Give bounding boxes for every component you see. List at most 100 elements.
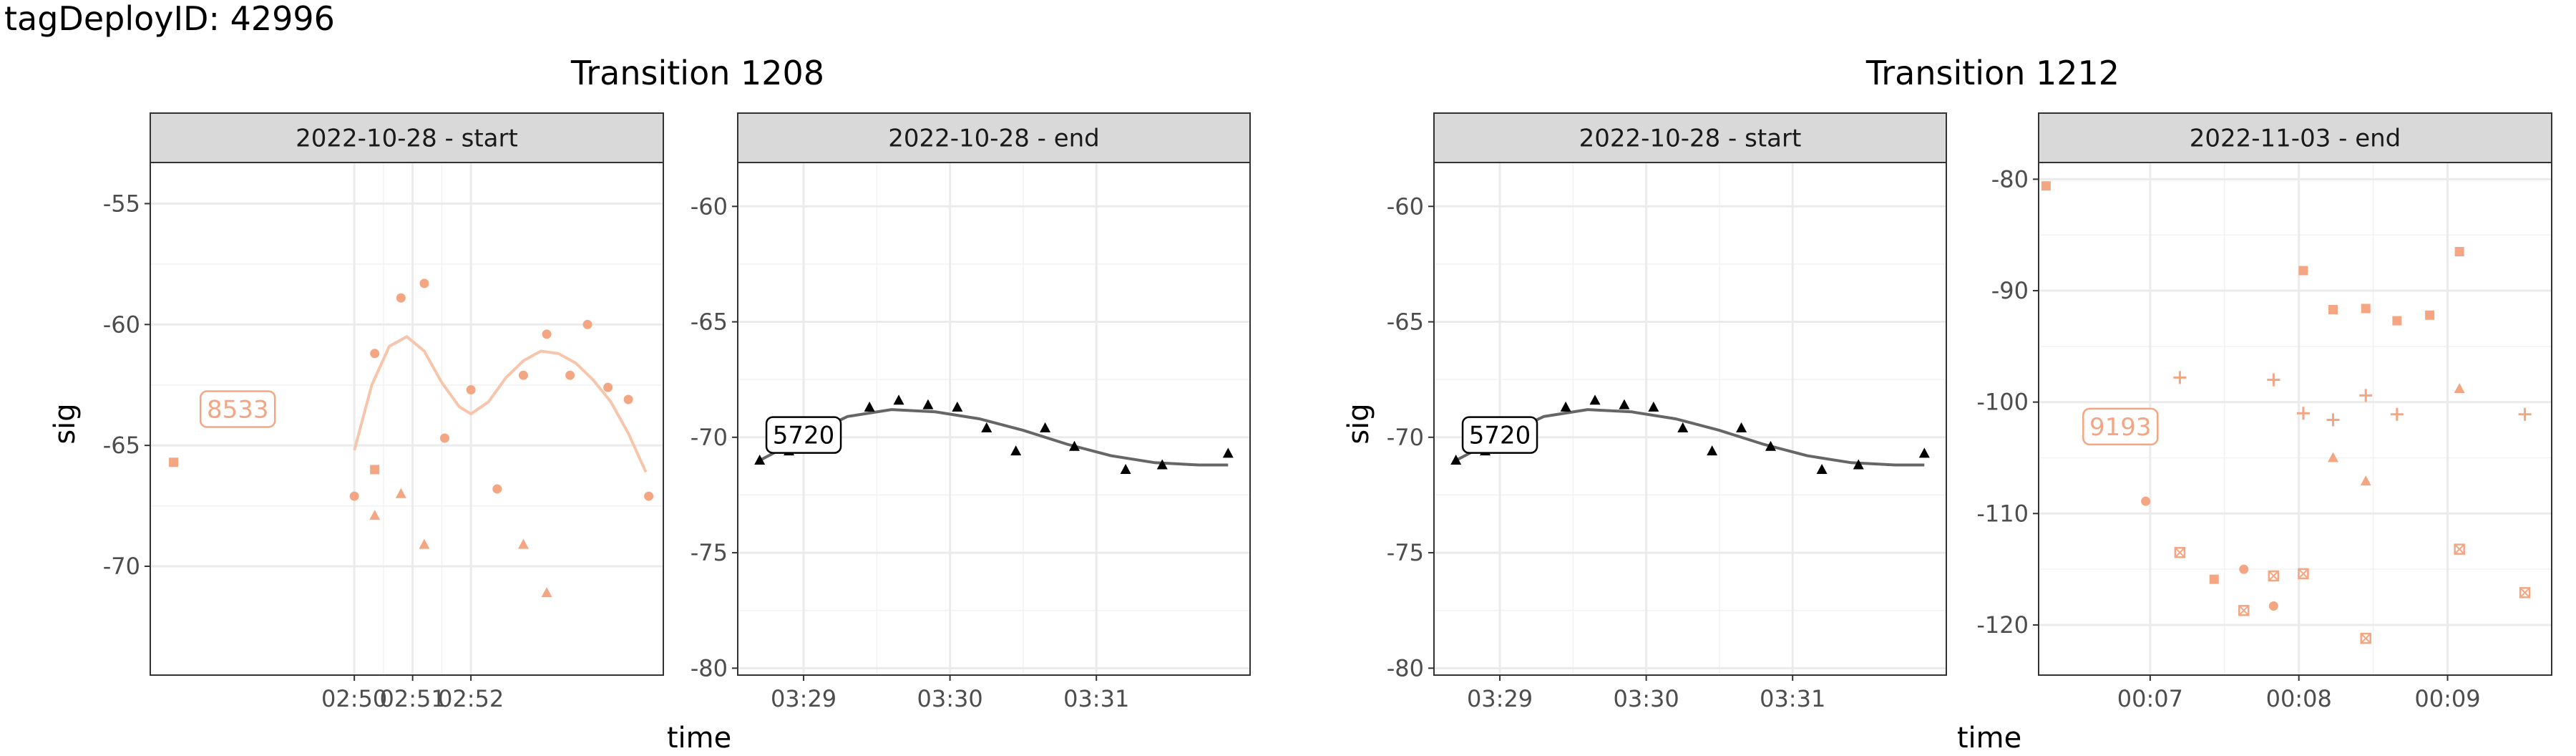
data-point-boxx [2268,570,2280,582]
y-axis-label-right: sig [1342,403,1375,444]
data-point-plus [2326,413,2340,427]
data-point-circle [582,319,592,329]
data-point-boxx-cross [2298,568,2309,579]
data-point-triangle [517,538,529,549]
data-point-triangle [1765,440,1777,451]
data-point-square [2328,304,2338,314]
facet-panel: 2022-10-28 - end -60 -65 -70 -75 -80 03:29 03:3… [691,112,1251,712]
data-point-circle [603,382,613,392]
data-point-triangle [1736,422,1747,432]
y-tick-label: -65 [103,432,140,459]
y-tick-label: -120 [1976,611,2029,639]
smooth-line [353,334,648,473]
data-point-boxx-cross [2175,547,2185,558]
y-tick-label: -60 [691,193,728,220]
y-tick-label: -80 [1387,654,1424,682]
y-tick-label: -80 [1991,165,2029,193]
data-point-boxx [2454,543,2465,555]
data-point-triangle [952,401,963,412]
data-point-boxx-cross [2361,633,2371,644]
facet-strip-label: 2022-10-28 - start [1579,125,1802,153]
facet-strip-label: 2022-11-03 - end [2190,125,2401,153]
data-point-boxx-cross [2238,605,2250,616]
data-point-circle [349,491,359,501]
data-point-triangle [1589,394,1601,405]
data-point-triangle [1619,399,1630,410]
x-tick-label: 00:09 [2414,685,2480,712]
y-tick-label: -70 [103,553,140,580]
x-tick-label: 02:51 [380,685,446,712]
data-point-square [2361,304,2371,314]
data-point-boxx-cross [2268,571,2279,581]
data-point-square [2425,310,2435,320]
data-point-circle [439,433,449,443]
data-point-boxx-cross [2454,543,2465,555]
data-point-boxx [2298,568,2309,580]
data-point-square [2209,574,2219,584]
data-point-triangle [1560,401,1571,412]
data-point-triangle [1648,401,1659,412]
chart-title-left: Transition 1208 [570,54,824,92]
y-tick-label: -100 [1976,389,2029,416]
x-tick-label: 03:29 [1467,685,1533,712]
data-point-square [2298,266,2308,276]
data-point-triangle [864,401,875,412]
data-point-plus [2518,407,2532,421]
data-point-triangle [1853,459,1864,470]
data-point-triangle [754,455,766,465]
data-point-boxx [2360,632,2371,644]
x-tick-label: 03:30 [1614,685,1679,712]
panel-border [1433,162,1947,676]
data-point-circle [370,349,380,359]
y-tick-label: -60 [103,311,140,338]
x-tick-label: 03:31 [1760,685,1825,712]
x-tick-label: 03:30 [917,685,983,712]
data-point-triangle [1677,422,1689,432]
x-tick-label: 02:50 [321,685,387,712]
data-point-triangle [893,394,904,405]
facet-panel: 2022-10-28 - start -55 -60 -65 -70 02:5002:51… [103,112,664,712]
facet-strip [150,112,664,163]
data-point-boxx-cross [2519,587,2530,598]
y-tick-label: -70 [691,424,728,451]
x-tick-label: 03:31 [1063,685,1129,712]
data-point-triangle [541,587,552,598]
data-point-square [370,465,380,475]
panel-border [150,162,664,676]
tag-label: 5720 [773,422,835,450]
data-point-circle [644,491,654,501]
data-point-circle [2239,564,2249,574]
y-tick-label: -90 [1991,277,2029,304]
data-point-triangle [2454,382,2465,393]
data-point-circle [565,370,575,380]
x-tick-label: 00:08 [2266,685,2332,712]
tag-label-box [765,416,842,454]
data-point-circle [419,278,429,289]
x-tick-label: 00:07 [2117,685,2183,712]
facet-strip-label: 2022-10-28 - start [296,125,518,153]
data-point-circle [518,370,528,380]
data-point-triangle [2360,475,2371,486]
tag-label-box [1461,416,1538,454]
y-tick-label: -75 [1387,539,1424,566]
data-point-circle [542,329,552,339]
data-point-plus [2296,407,2310,420]
data-point-triangle [1069,440,1080,451]
data-point-triangle [1450,455,1462,465]
data-point-square [2041,181,2051,191]
data-point-square [2454,247,2464,257]
data-point-plus [2173,371,2187,384]
data-point-plus [2267,373,2280,387]
y-tick-label: -65 [691,309,728,336]
tag-label: 9193 [2089,413,2152,442]
data-point-triangle [922,399,934,410]
data-point-triangle [369,510,381,520]
facet-strip [1433,112,1947,163]
x-axis-label-right: time [1957,722,2021,755]
data-point-triangle [1120,463,1131,474]
y-tick-label: -75 [691,539,728,566]
tag-label: 8533 [207,395,269,424]
data-point-triangle [1816,463,1828,474]
data-point-boxx [2174,547,2186,558]
